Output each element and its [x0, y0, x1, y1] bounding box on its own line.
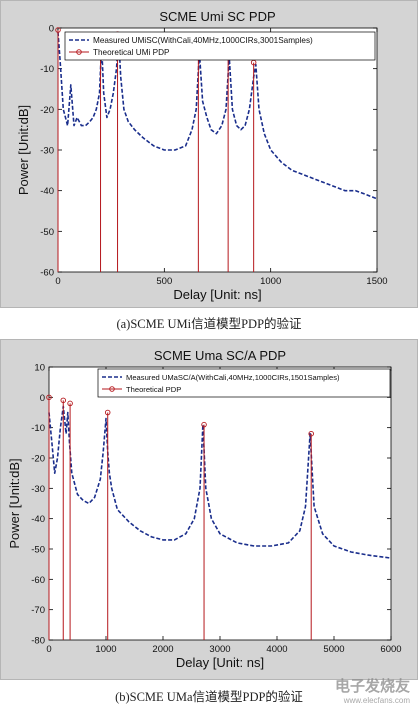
- watermark-text: 电子发烧友: [334, 678, 410, 695]
- y-tick-label: -40: [40, 186, 54, 197]
- x-tick-label: 2000: [152, 644, 173, 655]
- chart-title: SCME Uma SC/A PDP: [154, 348, 286, 363]
- y-tick-label: -10: [40, 64, 54, 75]
- series-line-measured: [48, 405, 392, 559]
- plot-area: [57, 27, 378, 273]
- series-line-measured: [57, 32, 378, 200]
- y-tick-label: -50: [31, 545, 45, 556]
- stem-marker: [201, 421, 207, 428]
- y-tick-label: -80: [31, 636, 45, 647]
- stem-marker: [60, 397, 67, 404]
- x-axis-label: Delay [Unit: ns]: [176, 655, 264, 670]
- y-tick-label: -20: [40, 105, 54, 116]
- y-tick-label: -60: [31, 575, 45, 586]
- chart-title: SCME Umi SC PDP: [159, 9, 275, 24]
- legend-box: [64, 31, 376, 61]
- x-tick-label: 1000: [260, 276, 281, 287]
- y-tick-label: -40: [31, 514, 45, 525]
- x-tick-label: 1000: [95, 644, 116, 655]
- x-tick-label: 500: [156, 276, 172, 287]
- y-tick-label: -70: [31, 605, 45, 616]
- watermark-url: www.elecfans.com: [343, 696, 410, 705]
- y-axis-label: Power [Unit:dB]: [16, 105, 31, 195]
- stem-marker: [308, 430, 314, 437]
- legend-label: Measured UMaSC/A(WithCali,40MHz,1000CIRs…: [126, 373, 340, 382]
- x-tick-label: 3000: [209, 644, 230, 655]
- y-tick-label: -10: [31, 423, 45, 434]
- stem-marker: [55, 27, 61, 33]
- caption-uma: (b)SCME UMa信道模型PDP的验证: [115, 690, 303, 704]
- stem-marker: [46, 394, 52, 401]
- x-tick-label: 4000: [266, 644, 287, 655]
- legend-label: Measured UMiSC(WithCali,40MHz,1000CIRs,3…: [93, 36, 313, 45]
- legend-label: Theoretical UMi PDP: [93, 48, 170, 57]
- x-tick-label: 6000: [380, 644, 401, 655]
- y-tick-label: -30: [31, 484, 45, 495]
- x-axis-label: Delay [Unit: ns]: [173, 287, 261, 302]
- caption-umi: (a)SCME UMi信道模型PDP的验证: [116, 317, 302, 331]
- legend-box: [97, 368, 391, 398]
- plot-area: [48, 366, 392, 641]
- chart-panel-uma: SCME Uma SC/A PDP 0 1000 2000 3000 4000 5000 60…: [0, 339, 418, 680]
- chart-umi: SCME Umi SC PDP 0 500 1000 1500 -60 -50 -40 -30 -…: [16, 9, 388, 302]
- chart-panel-umi: SCME Umi SC PDP 0 500 1000 1500 -60 -50 -40 -30 -…: [0, 0, 418, 308]
- chart-uma: SCME Uma SC/A PDP 0 1000 2000 3000 4000 5000 60…: [7, 348, 402, 670]
- legend-marker: [76, 49, 82, 55]
- stem-marker: [104, 409, 111, 416]
- y-tick-label: 10: [34, 363, 45, 374]
- y-tick-label: -50: [40, 227, 54, 238]
- y-axis-label: Power [Unit:dB]: [7, 458, 22, 548]
- y-tick-label: 0: [40, 393, 45, 404]
- legend-label: Theoretical PDP: [126, 385, 181, 394]
- stem-marker: [67, 400, 73, 407]
- y-tick-label: -20: [31, 454, 45, 465]
- x-tick-label: 0: [55, 276, 60, 287]
- x-tick-label: 1500: [366, 276, 387, 287]
- watermark: 电子发烧友 www.elecfans.com: [335, 675, 410, 705]
- y-tick-label: -30: [40, 146, 54, 157]
- y-tick-label: -60: [40, 268, 54, 279]
- y-tick-label: 0: [49, 24, 54, 35]
- legend-marker: [109, 386, 115, 392]
- x-tick-label: 5000: [323, 644, 344, 655]
- x-tick-label: 0: [46, 644, 51, 655]
